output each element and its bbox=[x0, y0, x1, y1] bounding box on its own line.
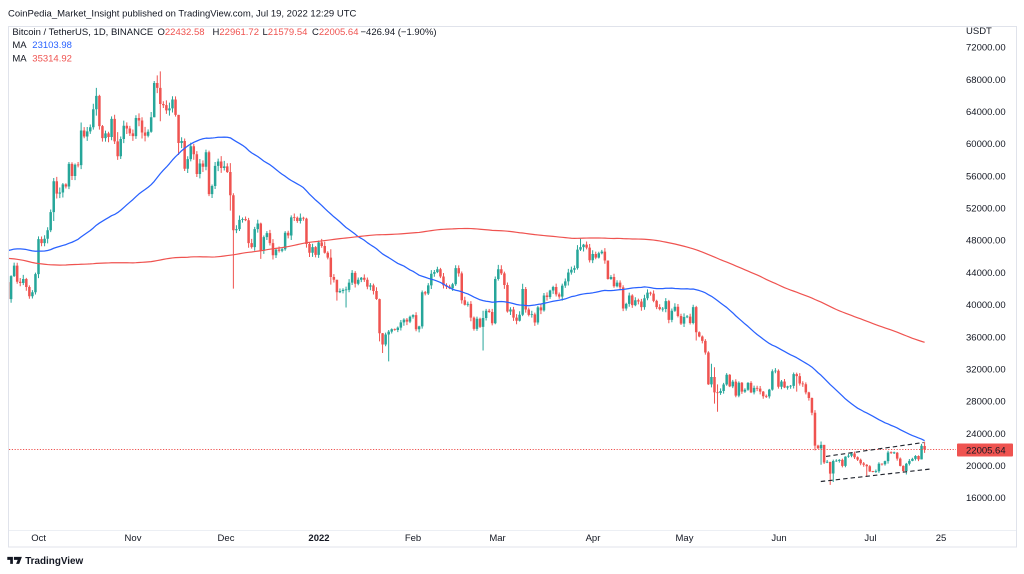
svg-text:Apr: Apr bbox=[586, 533, 601, 544]
svg-text:Feb: Feb bbox=[405, 533, 421, 544]
svg-text:Mar: Mar bbox=[489, 533, 505, 544]
svg-text:36000.00: 36000.00 bbox=[966, 332, 1006, 343]
svg-text:MA 35314.92: MA 35314.92 bbox=[12, 53, 72, 64]
svg-text:−426.94 (−1.90%): −426.94 (−1.90%) bbox=[361, 27, 437, 38]
svg-text:2022: 2022 bbox=[308, 533, 329, 544]
svg-text:56000.00: 56000.00 bbox=[966, 171, 1006, 182]
svg-text:28000.00: 28000.00 bbox=[966, 397, 1006, 408]
svg-text:CoinPedia_Market_Insight publi: CoinPedia_Market_Insight published on Tr… bbox=[8, 9, 357, 20]
svg-text:MA 23103.98: MA 23103.98 bbox=[12, 40, 72, 51]
svg-text:68000.00: 68000.00 bbox=[966, 75, 1006, 86]
svg-text:48000.00: 48000.00 bbox=[966, 236, 1006, 247]
svg-text:USDT: USDT bbox=[966, 26, 992, 37]
svg-text:Nov: Nov bbox=[125, 533, 142, 544]
svg-text:44000.00: 44000.00 bbox=[966, 268, 1006, 279]
svg-text:Jun: Jun bbox=[771, 533, 786, 544]
svg-text:72000.00: 72000.00 bbox=[966, 43, 1006, 54]
svg-text:64000.00: 64000.00 bbox=[966, 107, 1006, 118]
svg-text:40000.00: 40000.00 bbox=[966, 300, 1006, 311]
svg-text:C22005.64: C22005.64 bbox=[312, 27, 359, 38]
svg-text:16000.00: 16000.00 bbox=[966, 493, 1006, 504]
svg-text:Dec: Dec bbox=[218, 533, 235, 544]
svg-text:32000.00: 32000.00 bbox=[966, 365, 1006, 376]
svg-text:O22432.58: O22432.58 bbox=[158, 27, 205, 38]
svg-text:Oct: Oct bbox=[31, 533, 46, 544]
svg-text:24000.00: 24000.00 bbox=[966, 429, 1006, 440]
svg-text:H22961.72: H22961.72 bbox=[213, 27, 260, 38]
svg-text:52000.00: 52000.00 bbox=[966, 204, 1006, 215]
svg-text:Jul: Jul bbox=[864, 533, 876, 544]
svg-text:60000.00: 60000.00 bbox=[966, 139, 1006, 150]
svg-text:L21579.54: L21579.54 bbox=[263, 27, 308, 38]
svg-text:22005.64: 22005.64 bbox=[966, 445, 1006, 456]
svg-text:25: 25 bbox=[936, 533, 947, 544]
svg-text:May: May bbox=[676, 533, 694, 544]
svg-text:TradingView: TradingView bbox=[25, 556, 83, 567]
svg-text:Bitcoin / TetherUS, 1D, BINANC: Bitcoin / TetherUS, 1D, BINANCE bbox=[12, 27, 153, 38]
svg-text:20000.00: 20000.00 bbox=[966, 461, 1006, 472]
